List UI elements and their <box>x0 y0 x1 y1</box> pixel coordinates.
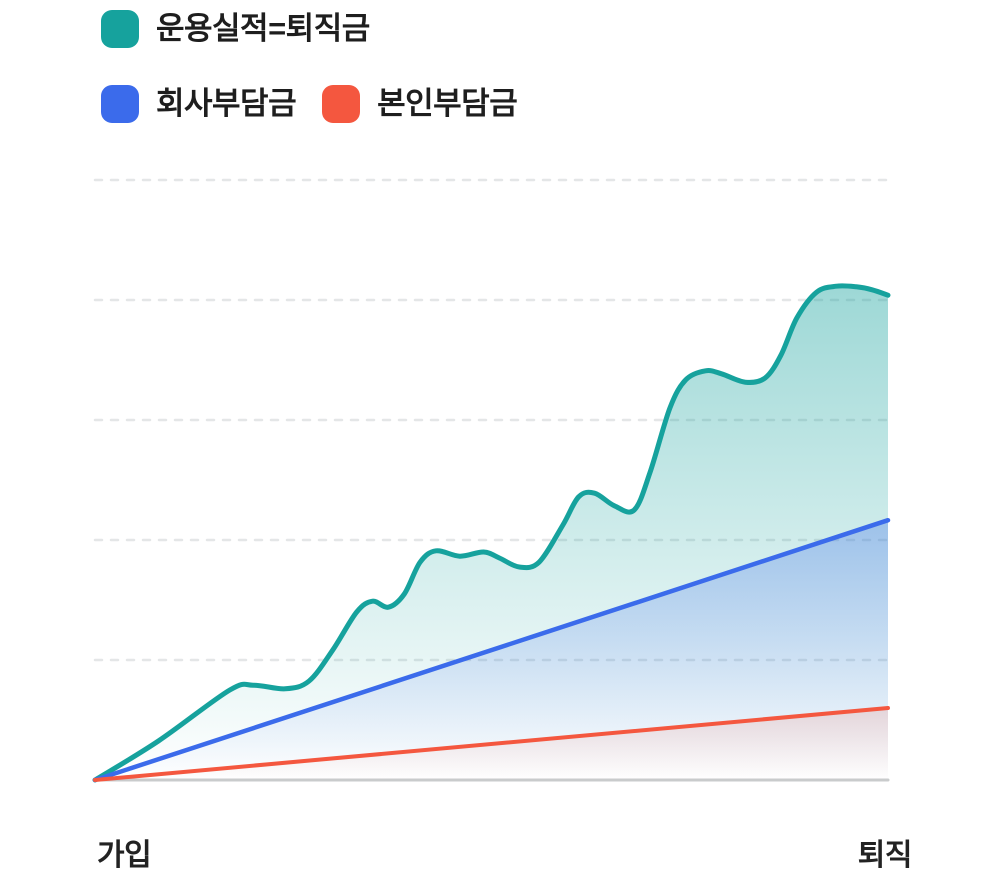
x-axis-label-end: 퇴직 <box>857 839 913 872</box>
chart-legend: 운용실적=퇴직금 회사부담금 본인부담금 <box>101 10 518 123</box>
legend-item-personal: 본인부담금 <box>322 85 518 123</box>
legend-item-company: 회사부담금 <box>101 85 297 123</box>
x-axis-label-start: 가입 <box>97 839 152 872</box>
personal-swatch-icon <box>322 85 361 123</box>
legend-label-company: 회사부담금 <box>156 86 297 121</box>
line-personal <box>93 706 890 782</box>
legend-row-2: 회사부담금 본인부담금 <box>101 85 518 123</box>
performance-swatch-icon <box>101 10 139 48</box>
line-performance <box>92 283 891 783</box>
legend-label-performance: 운용실적=퇴직금 <box>156 11 370 46</box>
company-swatch-icon <box>101 85 139 123</box>
line-company <box>92 517 891 783</box>
legend-row-1: 운용실적=퇴직금 <box>101 10 517 48</box>
legend-item-performance: 운용실적=퇴직금 <box>101 10 370 48</box>
legend-label-personal: 본인부담금 <box>377 86 518 121</box>
